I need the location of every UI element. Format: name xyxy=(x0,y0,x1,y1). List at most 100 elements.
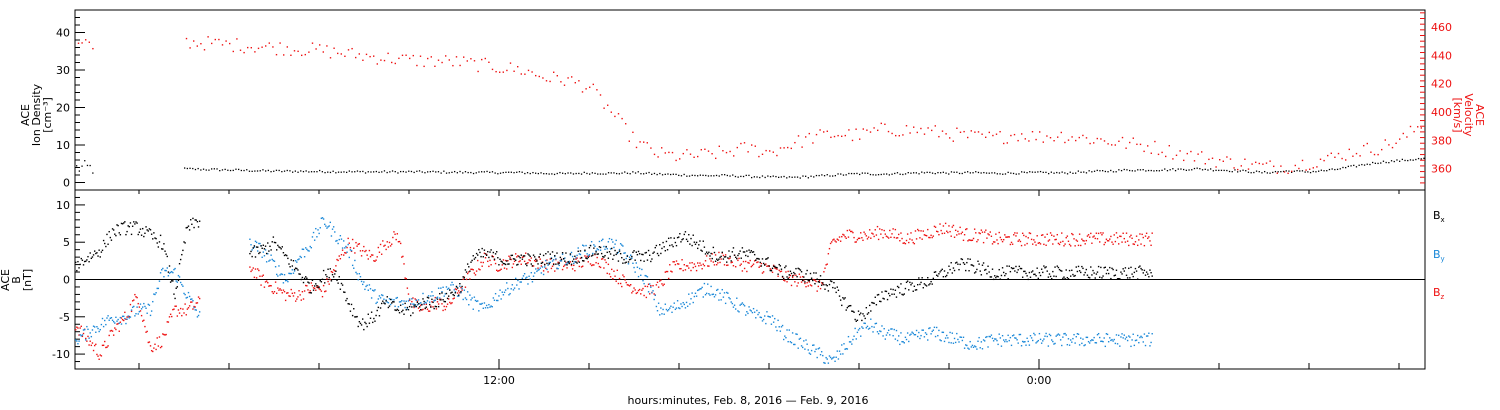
velocity-point xyxy=(254,51,256,53)
bx-point xyxy=(388,305,391,307)
bx-point xyxy=(92,254,95,256)
density-point xyxy=(1288,170,1290,172)
time-tick-label: 0:00 xyxy=(1027,374,1052,387)
bx-point xyxy=(320,281,323,283)
bx-point xyxy=(834,287,836,289)
density-point xyxy=(224,168,226,171)
by-point xyxy=(759,316,761,318)
by-point xyxy=(766,311,768,313)
by-point xyxy=(592,252,594,255)
by-point xyxy=(251,249,253,251)
by-point xyxy=(81,334,84,336)
bx-point xyxy=(165,253,167,255)
by-point xyxy=(1111,338,1113,341)
density-point xyxy=(1301,170,1304,172)
by-point xyxy=(842,353,844,355)
bx-point xyxy=(611,247,613,250)
bx-point xyxy=(547,251,549,253)
by-point xyxy=(1103,337,1105,339)
bz-point xyxy=(388,241,391,244)
by-point xyxy=(612,241,614,243)
bx-point xyxy=(643,260,645,262)
bx-point xyxy=(752,251,755,253)
density-point xyxy=(1004,173,1007,175)
bz-point xyxy=(780,270,783,272)
by-point xyxy=(181,283,183,286)
bx-point xyxy=(276,249,278,251)
bx-point xyxy=(124,221,126,223)
bz-point xyxy=(697,262,699,264)
bx-point xyxy=(882,297,884,300)
bx-point xyxy=(657,254,660,257)
by-point xyxy=(360,280,363,283)
velocity-point xyxy=(200,43,202,45)
bx-point xyxy=(959,263,961,266)
bx-point xyxy=(1106,269,1109,271)
velocity-point xyxy=(466,60,468,62)
bx-point xyxy=(1115,269,1118,271)
velocity-point xyxy=(1420,127,1422,129)
by-point xyxy=(198,311,201,313)
by-point xyxy=(959,336,961,338)
velocity-point xyxy=(635,146,638,149)
bx-point xyxy=(680,241,682,243)
by-point xyxy=(542,273,545,276)
velocity-point xyxy=(283,54,285,56)
density-point xyxy=(1093,170,1096,172)
bx-point xyxy=(981,264,984,266)
bz-point xyxy=(605,261,607,264)
bz-point xyxy=(650,285,652,287)
velocity-point xyxy=(895,134,897,137)
bz-point xyxy=(397,241,400,243)
bz-point xyxy=(661,283,663,285)
by-point xyxy=(159,272,162,274)
velocity-point xyxy=(448,59,450,61)
bz-point xyxy=(852,231,854,234)
bz-point xyxy=(133,299,135,301)
by-point xyxy=(1115,334,1118,336)
by-point xyxy=(834,360,836,363)
bz-point xyxy=(954,229,957,232)
bx-point xyxy=(369,317,372,319)
density-point xyxy=(902,173,904,176)
bx-point xyxy=(659,244,661,246)
bz-point xyxy=(540,265,543,267)
bz-point xyxy=(263,286,266,288)
by-point xyxy=(1090,340,1092,342)
by-point xyxy=(690,298,692,300)
bx-point xyxy=(912,290,914,292)
bx-point xyxy=(456,287,459,289)
density-point xyxy=(1255,170,1258,172)
bx-point xyxy=(1147,273,1149,275)
bz-point xyxy=(943,232,946,234)
by-point xyxy=(313,239,316,241)
bz-point xyxy=(1115,232,1118,234)
bz-point xyxy=(501,264,503,266)
bx-point xyxy=(604,254,606,257)
bx-point xyxy=(437,305,440,308)
by-point xyxy=(131,306,134,309)
bz-point xyxy=(134,293,136,296)
bx-point xyxy=(96,252,98,254)
bx-point xyxy=(506,260,508,262)
bx-point xyxy=(1094,277,1096,279)
by-point xyxy=(167,275,170,277)
bz-point xyxy=(986,237,988,239)
by-point xyxy=(1044,335,1046,337)
bx-point xyxy=(709,255,711,257)
density-point xyxy=(1291,171,1293,174)
bz-point xyxy=(702,263,704,265)
bx-point xyxy=(842,297,844,299)
bz-point xyxy=(379,243,382,246)
by-point xyxy=(321,217,324,219)
bz-point xyxy=(278,289,280,291)
bx-point xyxy=(288,263,290,265)
bz-point xyxy=(1135,235,1138,237)
by-point xyxy=(737,310,739,312)
density-point xyxy=(1053,172,1055,174)
by-point xyxy=(1049,334,1052,337)
velocity-point xyxy=(812,142,814,144)
bx-point xyxy=(1037,277,1039,280)
bz-point xyxy=(804,282,806,285)
bx-point xyxy=(996,275,998,277)
